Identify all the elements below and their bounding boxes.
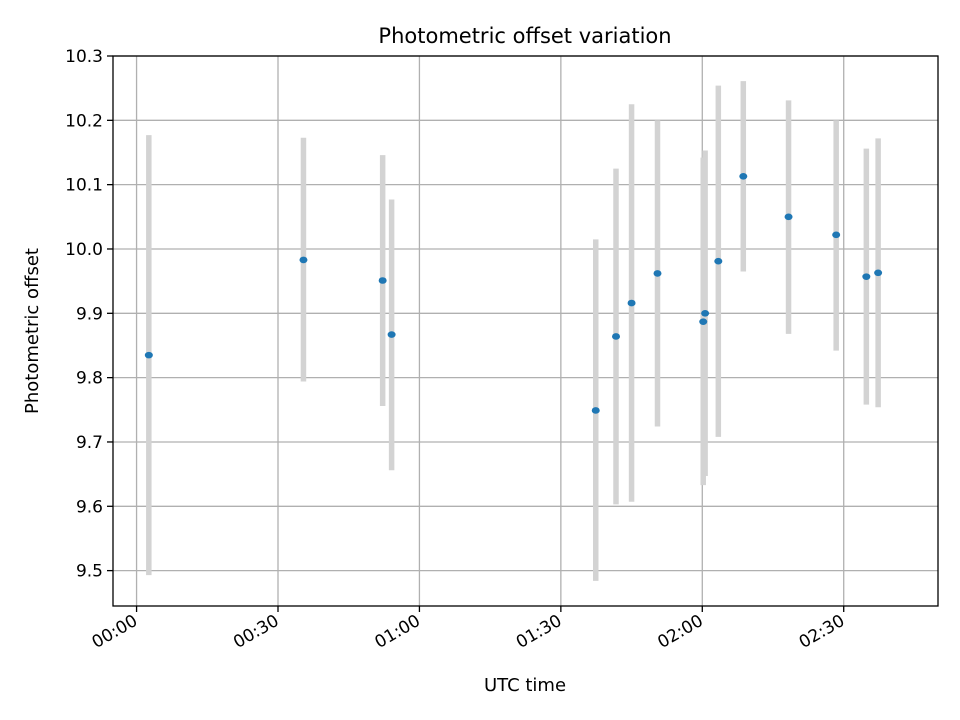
grid-lines: [113, 55, 938, 606]
x-tick-label-0: 00:00: [89, 611, 141, 653]
data-point-11: [739, 172, 748, 180]
x-tick-label-5: 02:30: [796, 611, 848, 653]
data-point-1: [299, 256, 308, 264]
y-axis-label: Photometric offset: [22, 248, 43, 414]
data-point-0: [144, 351, 153, 359]
x-tick-label-4: 02:00: [654, 611, 706, 653]
y-tick-label-2: 9.7: [76, 433, 103, 453]
y-tick-label-5: 10.0: [65, 240, 103, 260]
y-axis-ticks: 9.5 9.6 9.7 9.8 9.9 10.0 10.1 10.2 10.3: [65, 47, 113, 582]
data-point-15: [874, 269, 883, 277]
y-tick-label-0: 9.5: [76, 562, 103, 582]
data-points: [144, 172, 883, 414]
data-point-2: [378, 277, 387, 284]
y-tick-label-3: 9.8: [76, 369, 103, 389]
x-tick-label-1: 00:30: [230, 611, 282, 653]
data-point-4: [591, 407, 600, 414]
data-point-8: [699, 318, 708, 325]
data-point-5: [612, 333, 621, 340]
plot-frame: [112, 55, 939, 607]
data-point-7: [653, 270, 662, 277]
y-tick-label-6: 10.1: [65, 176, 103, 196]
x-tick-label-2: 01:00: [371, 611, 423, 653]
x-axis-ticks: 00:00 00:30 01:00 01:30 02:00 02:30: [89, 606, 848, 653]
data-point-3: [387, 331, 396, 338]
y-tick-label-8: 10.3: [65, 47, 103, 67]
data-point-10: [714, 257, 723, 265]
y-tick-label-7: 10.2: [65, 111, 103, 131]
data-point-6: [627, 299, 636, 307]
data-point-9: [701, 310, 710, 317]
y-tick-label-4: 9.9: [76, 304, 103, 324]
data-point-14: [862, 273, 871, 280]
chart-title: Photometric offset variation: [378, 24, 671, 48]
x-tick-label-3: 01:30: [513, 611, 565, 653]
x-axis-label: UTC time: [484, 675, 566, 696]
data-point-12: [784, 213, 793, 221]
data-point-13: [832, 231, 841, 239]
y-tick-label-1: 9.6: [76, 497, 103, 517]
